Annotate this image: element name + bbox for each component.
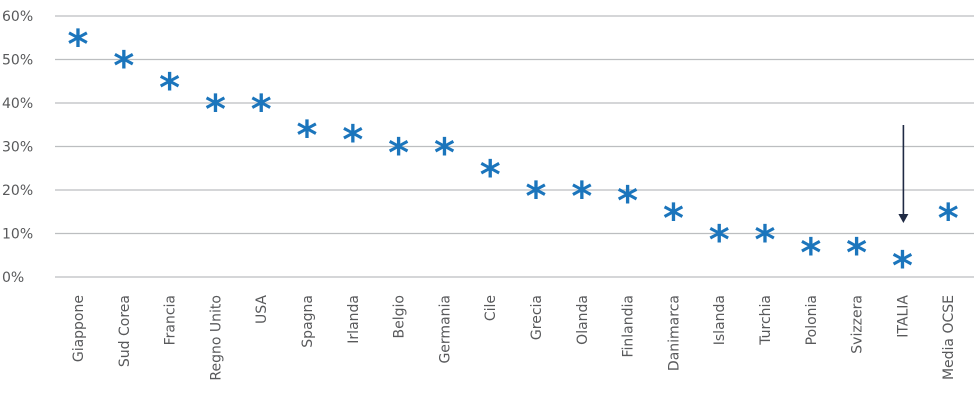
data-point-marker: * xyxy=(663,196,684,242)
data-point-marker: * xyxy=(709,218,730,264)
x-category-label: Germania xyxy=(437,295,453,364)
data-point-marker: * xyxy=(617,178,638,224)
data-point-marker: * xyxy=(938,196,959,242)
y-tick-label: 10% xyxy=(2,227,33,243)
x-category-label: Grecia xyxy=(529,295,545,340)
x-category-label: Danimarca xyxy=(666,295,682,371)
data-point-marker: * xyxy=(755,218,776,264)
x-category-label: Sud Corea xyxy=(117,295,133,367)
data-point-marker: * xyxy=(571,174,592,220)
x-category-label: USA xyxy=(254,295,270,324)
x-category-label: Svizzera xyxy=(850,295,866,354)
x-category-label: Finlandia xyxy=(621,295,637,358)
x-category-label: Irlanda xyxy=(346,295,362,344)
x-category-label: Cile xyxy=(483,295,499,321)
x-category-label: ITALIA xyxy=(895,295,911,338)
y-tick-label: 40% xyxy=(2,96,33,112)
x-category-label: Regno Unito xyxy=(208,295,224,381)
data-point-marker: * xyxy=(434,131,455,177)
data-point-marker: * xyxy=(388,131,409,177)
data-point-marker: * xyxy=(846,231,867,277)
x-category-label: Islanda xyxy=(712,295,728,345)
grid-lines xyxy=(55,16,974,277)
data-markers: * * * * * * * * * * * * * * * * * * * * xyxy=(68,22,959,290)
x-category-label: Giappone xyxy=(71,295,87,362)
y-tick-label: 20% xyxy=(2,183,33,199)
y-tick-label: 30% xyxy=(2,140,33,156)
data-point-marker: * xyxy=(892,244,913,290)
x-category-label: Spagna xyxy=(300,295,316,348)
y-tick-label: 60% xyxy=(2,9,33,25)
data-point-marker: * xyxy=(342,117,363,163)
data-point-marker: * xyxy=(480,152,501,198)
x-category-label: Media OCSE xyxy=(941,295,957,380)
annotation-arrow xyxy=(898,125,908,223)
data-point-marker: * xyxy=(205,87,226,133)
x-category-label: Belgio xyxy=(392,295,408,338)
data-point-marker: * xyxy=(526,174,547,220)
data-point-marker: * xyxy=(800,231,821,277)
arrow-head xyxy=(898,214,908,223)
x-category-label: Polonia xyxy=(804,295,820,345)
x-axis-category-labels: Giappone Sud Corea Francia Regno Unito USA Sp… xyxy=(71,295,957,381)
data-point-marker: * xyxy=(68,22,89,68)
x-category-label: Francia xyxy=(163,295,179,345)
data-point-marker: * xyxy=(297,113,318,159)
data-point-marker: * xyxy=(159,65,180,111)
y-axis-tick-labels: 0% 10% 20% 30% 40% 50% 60% xyxy=(2,9,33,286)
x-category-label: Olanda xyxy=(575,295,591,345)
y-tick-label: 50% xyxy=(2,53,33,69)
y-tick-label: 0% xyxy=(2,270,24,286)
x-category-label: Turchia xyxy=(758,295,774,346)
data-point-marker: * xyxy=(113,44,134,90)
data-point-marker: * xyxy=(251,87,272,133)
